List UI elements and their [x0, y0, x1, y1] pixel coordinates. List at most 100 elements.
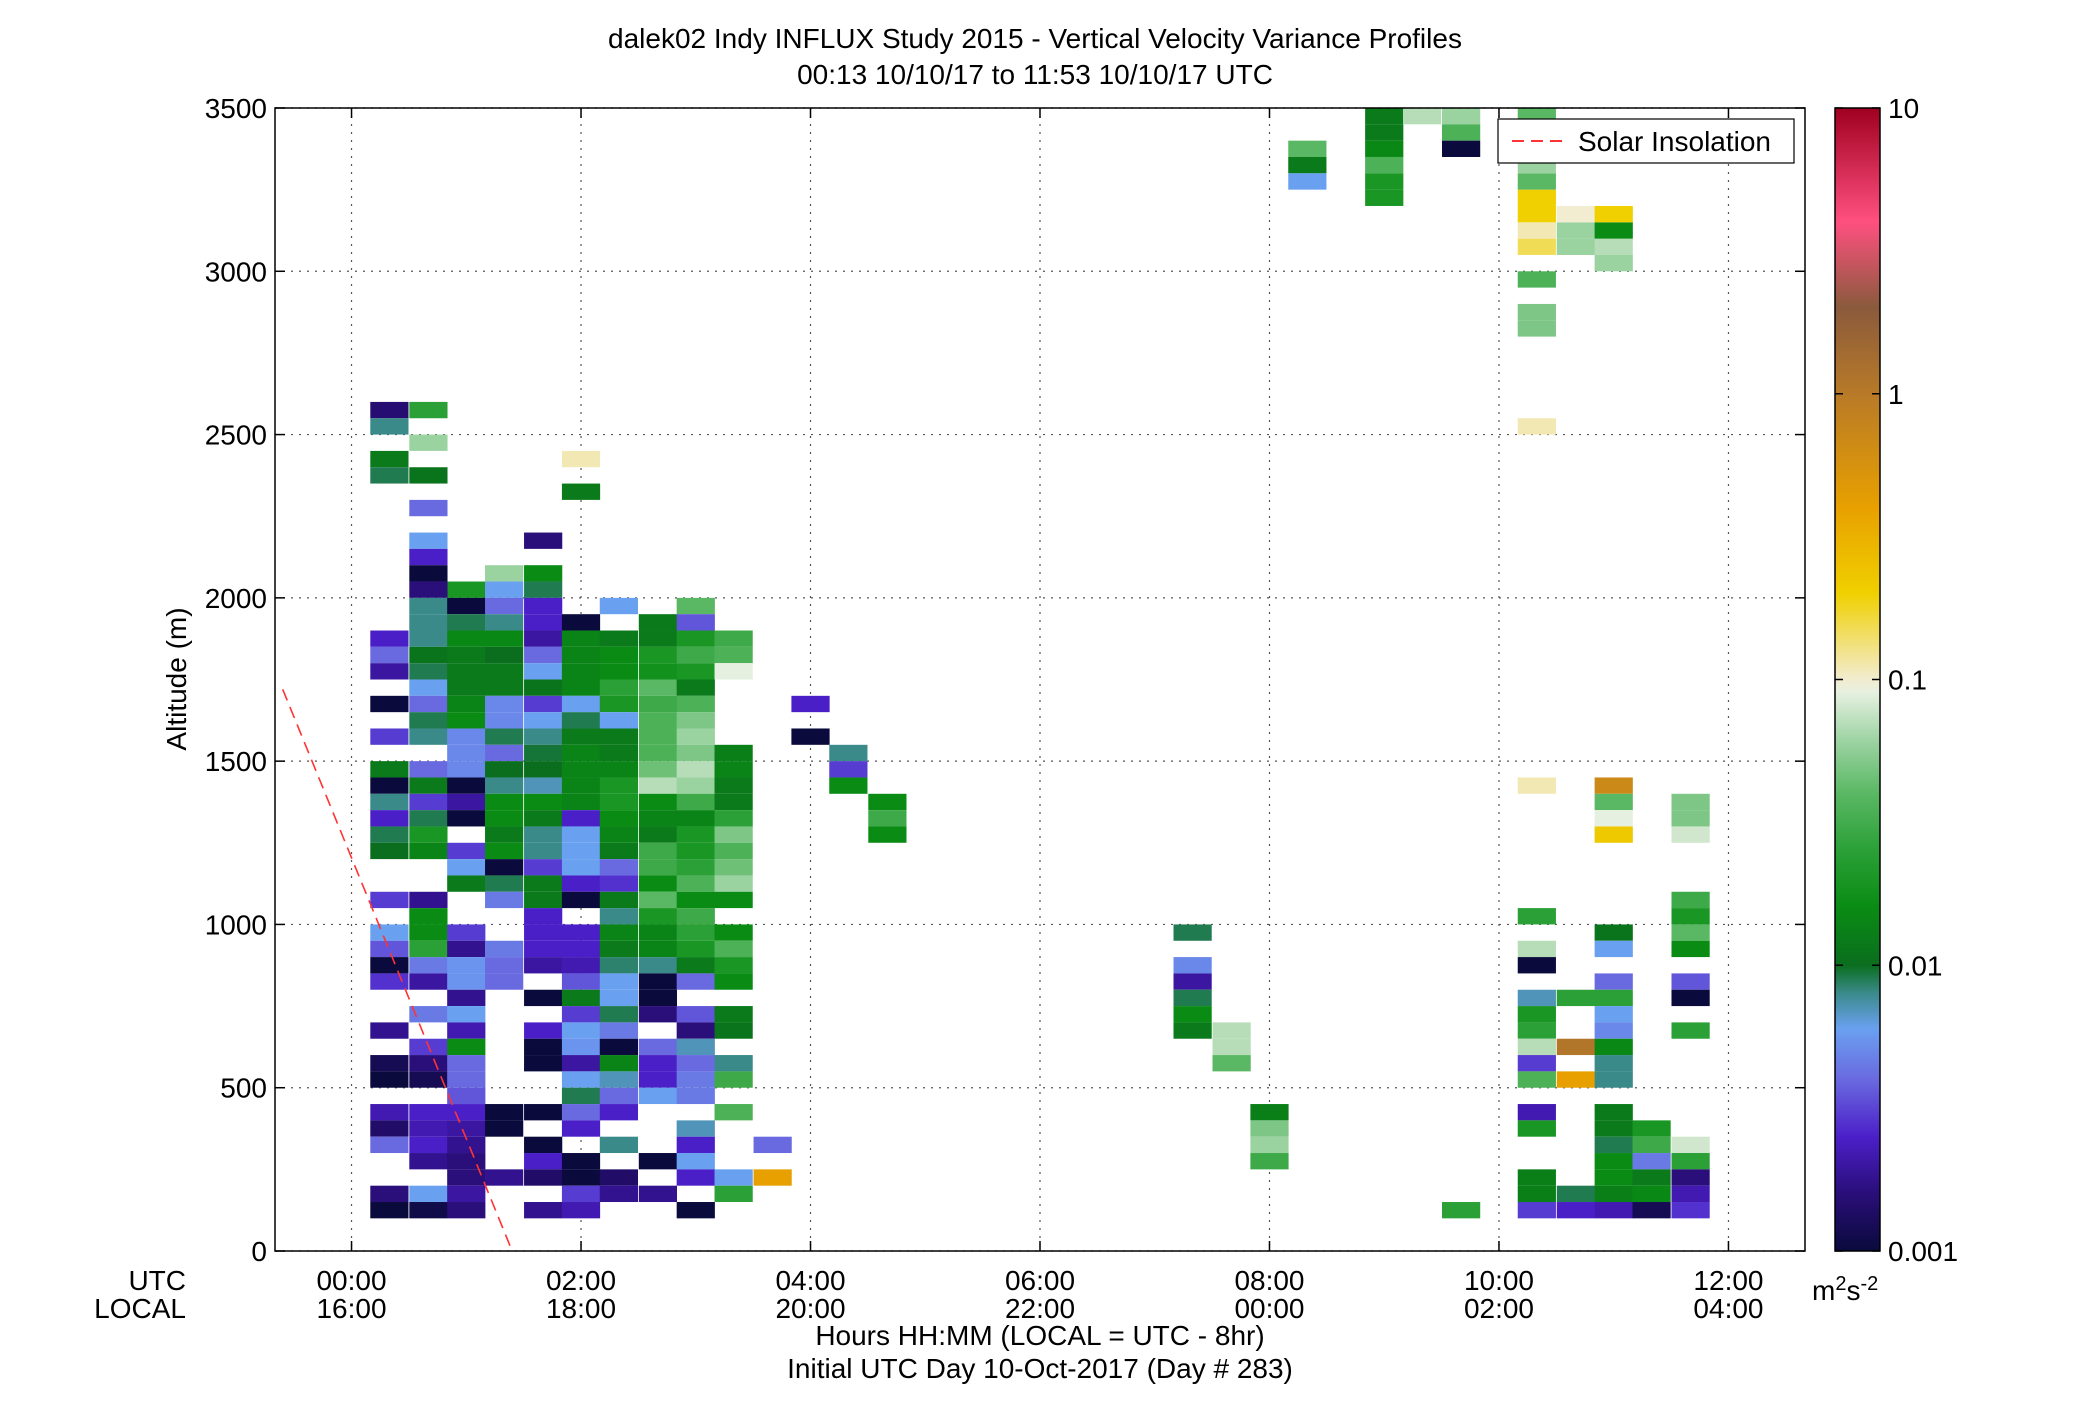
heatmap-cell [753, 1136, 792, 1154]
heatmap-cell [676, 875, 715, 892]
heatmap-cell [638, 646, 678, 664]
chart-subtitle: 00:13 10/10/17 to 11:53 10/10/17 UTC [797, 59, 1273, 90]
heatmap-cell [561, 646, 601, 664]
heatmap-cell [599, 859, 638, 876]
x-tick-label-local: 18:00 [546, 1293, 616, 1324]
heatmap-cell [676, 712, 715, 729]
heatmap-cell [485, 1104, 524, 1121]
colorbar-units: m2s-2 [1812, 1273, 1878, 1306]
heatmap-cell [599, 1071, 638, 1088]
heatmap-cell [524, 1055, 563, 1072]
heatmap-cell [638, 1153, 678, 1170]
heatmap-cell [524, 859, 563, 876]
legend-solar-label: Solar Insolation [1578, 126, 1771, 157]
heatmap-cell [638, 663, 678, 680]
heatmap-cell [676, 1153, 715, 1170]
x-tick-label-utc: 04:00 [775, 1265, 845, 1296]
x-tick-label-utc: 00:00 [316, 1265, 386, 1296]
heatmap-cell [1671, 810, 1710, 827]
heatmap-cell [676, 614, 715, 631]
heatmap-cell [1517, 320, 1556, 337]
heatmap-cell [638, 630, 678, 647]
heatmap-cell [714, 973, 753, 990]
heatmap-cell [1556, 238, 1595, 255]
heatmap-cell [1632, 1169, 1671, 1186]
heatmap-cell [638, 810, 678, 827]
x-tick-label-utc: 12:00 [1693, 1265, 1763, 1296]
x-axis-sublabel: Initial UTC Day 10-Oct-2017 (Day # 283) [787, 1353, 1293, 1384]
heatmap-cell [370, 418, 409, 435]
heatmap-cell [676, 1022, 715, 1039]
heatmap-cell [599, 695, 638, 713]
solar-insolation-line [281, 688, 513, 1252]
heatmap-cell [447, 761, 486, 778]
heatmap-cell [1517, 1185, 1556, 1203]
heatmap-cell [561, 1202, 601, 1219]
heatmap-cell [638, 728, 678, 745]
heatmap-cell [676, 597, 715, 615]
heatmap-cell [599, 940, 638, 958]
heatmap-cell [676, 957, 715, 974]
heatmap-cell [561, 630, 601, 647]
heatmap-cell [370, 1202, 409, 1219]
heatmap-cell [409, 597, 448, 615]
heatmap-cell [638, 712, 678, 729]
heatmap-cell [638, 826, 678, 843]
heatmap-cell [753, 1169, 792, 1186]
heatmap-cell [561, 891, 601, 909]
heatmap-cell [1594, 1104, 1633, 1121]
heatmap-cell [676, 1169, 715, 1186]
heatmap-cell [1365, 108, 1404, 125]
heatmap-cell [1632, 1153, 1671, 1170]
heatmap-cell [676, 695, 715, 713]
heatmap-cell [524, 924, 563, 941]
heatmap-cell [409, 1153, 448, 1170]
heatmap-cell [370, 761, 409, 778]
heatmap-cell [447, 1136, 486, 1154]
heatmap-cell [676, 777, 715, 794]
heatmap-cell [1556, 989, 1595, 1007]
heatmap-cell [524, 908, 563, 925]
heatmap-cell [714, 761, 753, 778]
heatmap-cell [561, 973, 601, 990]
heatmap-cell [714, 630, 753, 647]
heatmap-cell [638, 891, 678, 909]
heatmap-cell [447, 712, 486, 729]
heatmap-cell [1288, 156, 1327, 174]
heatmap-cell [714, 1071, 753, 1088]
heatmap-cell [485, 695, 524, 713]
colorbar-tick-label: 0.1 [1888, 665, 1927, 696]
heatmap-cell [447, 1071, 486, 1088]
heatmap-cell [1250, 1120, 1289, 1137]
heatmap-cell [1517, 1006, 1556, 1023]
heatmap-cell [561, 989, 601, 1007]
heatmap-cell [1365, 124, 1404, 141]
heatmap-cell [485, 581, 524, 598]
heatmap-cell [409, 1104, 448, 1121]
heatmap-cell [561, 728, 601, 745]
heatmap-cell [409, 908, 448, 925]
heatmap-cell [485, 891, 524, 909]
heatmap-cell [676, 826, 715, 843]
heatmap-cell [409, 1055, 448, 1072]
heatmap-cell [868, 826, 907, 843]
heatmap-cell [524, 728, 563, 745]
heatmap-cell [1594, 1169, 1633, 1186]
heatmap-cell [1365, 156, 1404, 174]
heatmap-cell [485, 940, 524, 958]
heatmap-cell [524, 891, 563, 909]
heatmap-cell [1594, 973, 1633, 990]
heatmap-cell [1594, 1022, 1633, 1039]
heatmap-cell [409, 1120, 448, 1137]
heatmap-cell [370, 450, 409, 468]
heatmap-cell [409, 630, 448, 647]
heatmap-cell [561, 695, 601, 713]
heatmap-cell [1671, 1136, 1710, 1154]
heatmap-cell [1173, 973, 1212, 990]
heatmap-cell [409, 761, 448, 778]
heatmap-cell [638, 875, 678, 892]
heatmap-cell [1517, 271, 1556, 288]
heatmap-cell [638, 989, 678, 1007]
heatmap-cell [524, 875, 563, 892]
heatmap-cell [485, 859, 524, 876]
